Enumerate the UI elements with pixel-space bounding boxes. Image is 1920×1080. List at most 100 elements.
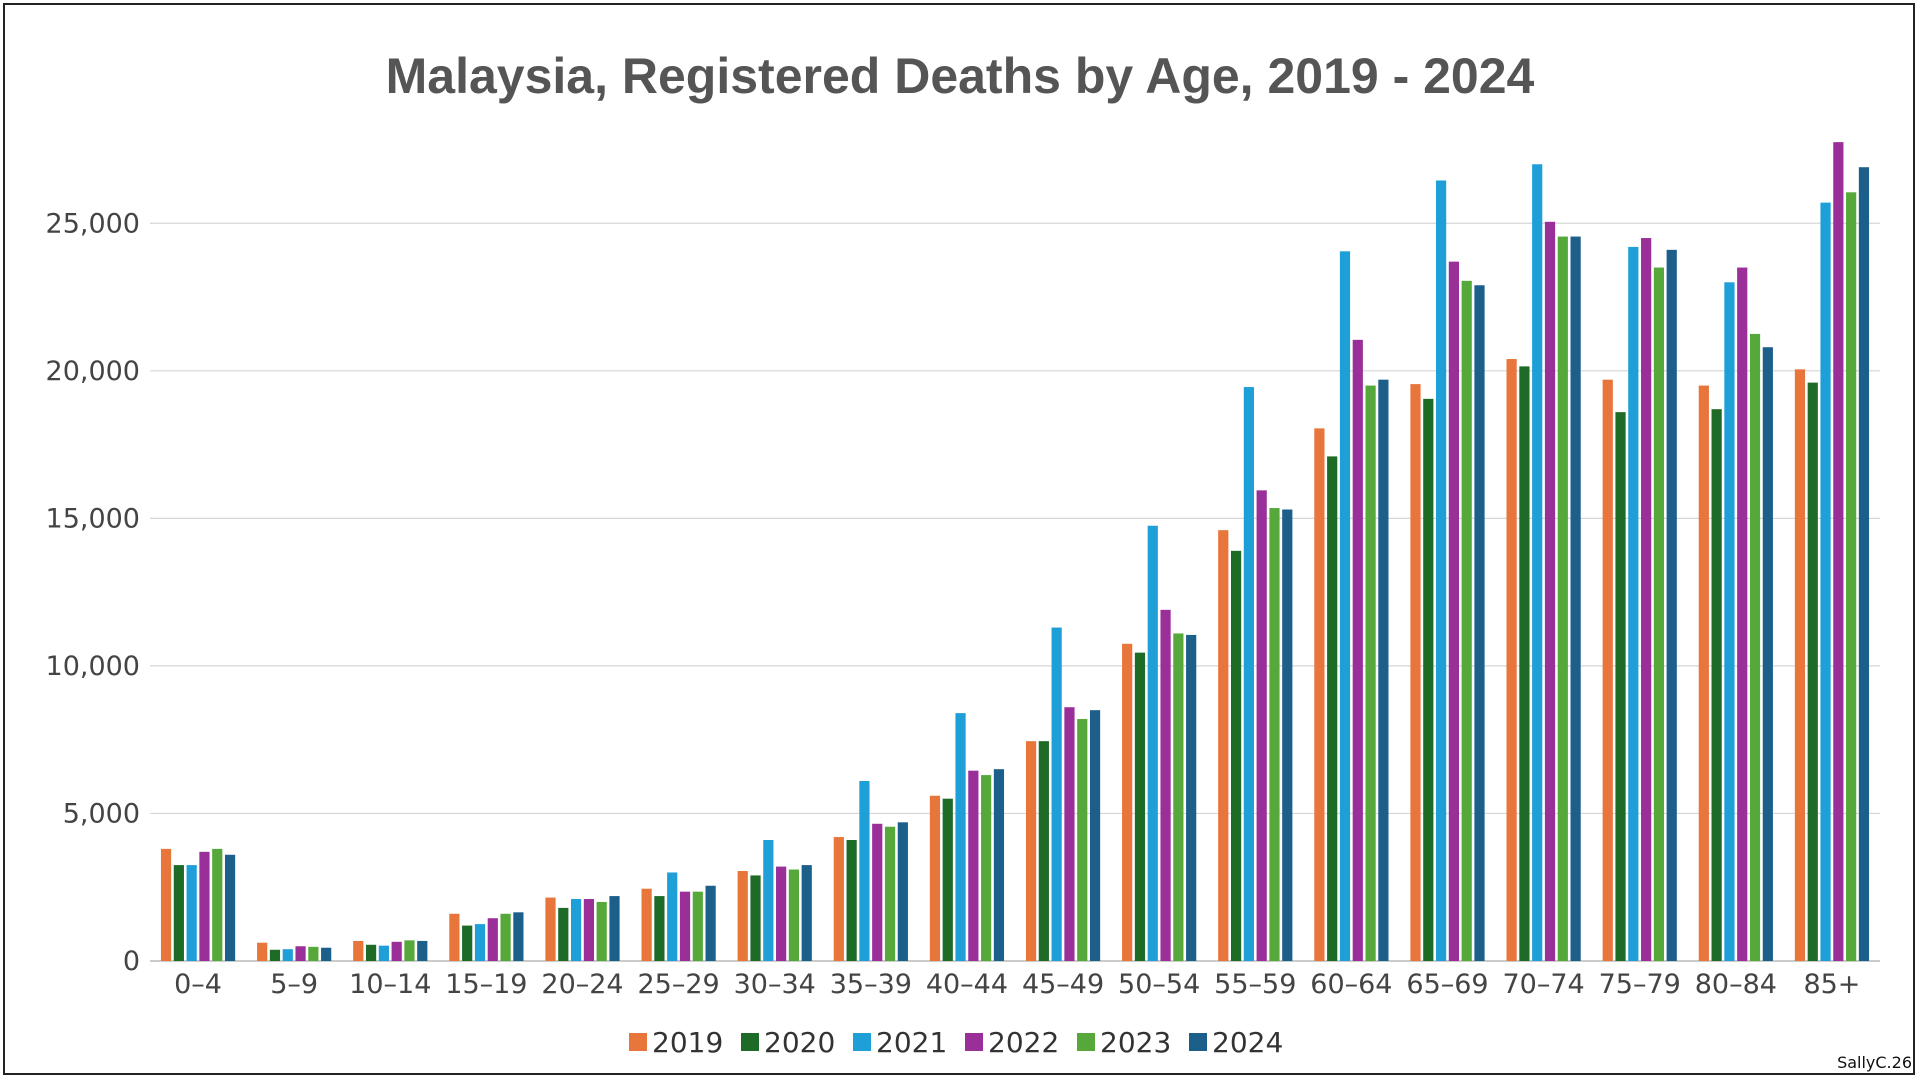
bar-2024-1: [321, 947, 332, 961]
bar-2022-6: [776, 866, 787, 961]
bar-2020-15: [1615, 412, 1626, 961]
x-tick-label: 45–49: [1022, 969, 1104, 1000]
bar-2019-3: [449, 913, 460, 961]
chart-title: Malaysia, Registered Deaths by Age, 2019…: [386, 48, 1535, 104]
bar-2023-8: [981, 775, 992, 961]
bar-2022-13: [1448, 261, 1459, 962]
bar-2020-5: [654, 896, 665, 961]
bar-2020-14: [1519, 366, 1530, 961]
bar-2019-9: [1025, 741, 1037, 961]
bar-2019-0: [160, 848, 172, 961]
x-tick-label: 60–64: [1310, 969, 1392, 1000]
bar-2021-2: [378, 945, 389, 961]
bar-2024-11: [1282, 509, 1293, 961]
bar-2024-9: [1089, 710, 1101, 961]
bar-2021-14: [1532, 164, 1543, 961]
bar-2022-14: [1544, 221, 1556, 961]
bar-2020-2: [365, 944, 377, 961]
x-tick-label: 15–19: [445, 969, 527, 1000]
x-tick-label: 10–14: [349, 969, 431, 1000]
bar-2020-9: [1038, 741, 1049, 961]
bar-2021-1: [282, 949, 293, 961]
bar-2023-2: [404, 940, 415, 961]
bar-2019-11: [1218, 530, 1229, 961]
bar-2020-13: [1423, 398, 1434, 961]
bar-2022-15: [1641, 238, 1652, 961]
legend-label-2023: 2023: [1100, 1026, 1171, 1059]
bar-2021-11: [1243, 387, 1254, 961]
x-tick-label: 40–44: [926, 969, 1008, 1000]
legend-swatch-2024: [1189, 1033, 1207, 1051]
credit-label: SallyC.26: [1837, 1053, 1912, 1072]
bar-2022-4: [583, 899, 594, 961]
bar-2021-10: [1147, 525, 1158, 961]
y-tick-label: 0: [123, 946, 140, 977]
bar-2021-0: [186, 865, 197, 961]
bar-2022-5: [679, 891, 691, 961]
x-tick-label: 65–69: [1406, 969, 1488, 1000]
bar-2019-10: [1122, 643, 1133, 961]
bar-2021-5: [667, 872, 678, 961]
bar-2023-7: [884, 826, 896, 961]
bar-2019-16: [1698, 385, 1709, 961]
bar-2024-6: [801, 865, 812, 961]
bar-2023-14: [1557, 236, 1568, 962]
x-tick-label: 70–74: [1503, 969, 1585, 1000]
bar-2020-3: [462, 925, 473, 961]
bar-2022-0: [199, 851, 210, 961]
bar-2023-0: [212, 848, 223, 961]
bar-2021-4: [571, 899, 582, 961]
bar-2022-11: [1256, 490, 1267, 961]
bar-2022-10: [1160, 609, 1171, 961]
bar-2023-10: [1173, 633, 1184, 961]
bar-2024-0: [224, 854, 236, 961]
bar-2022-9: [1064, 707, 1075, 961]
bar-2020-16: [1711, 409, 1722, 961]
bar-2020-0: [173, 865, 184, 961]
bar-2022-2: [391, 941, 402, 961]
bar-2022-8: [968, 770, 979, 961]
bar-2023-11: [1269, 508, 1280, 961]
x-tick-label: 0–4: [174, 969, 222, 1000]
x-tick-label: 55–59: [1214, 969, 1296, 1000]
x-axis-ticks: 0–4 5–9 10–14 15–19 20–24 25–29 30–34 35–39 40–4…: [174, 969, 1860, 1000]
x-tick-label: 35–39: [830, 969, 912, 1000]
bar-2022-1: [295, 946, 306, 961]
bar-2024-10: [1186, 634, 1197, 961]
bar-2022-12: [1352, 339, 1363, 962]
x-tick-label: 85+: [1803, 969, 1860, 1000]
bar-2021-12: [1339, 251, 1351, 962]
bar-2022-16: [1737, 267, 1748, 962]
y-tick-label: 10,000: [46, 651, 140, 682]
y-tick-label: 15,000: [46, 503, 140, 534]
bar-2021-9: [1051, 627, 1062, 961]
legend: 2019 2020 2021 2022 2023 2024: [629, 1026, 1283, 1059]
bar-2021-6: [763, 840, 774, 961]
bar-2024-12: [1378, 379, 1389, 961]
legend-label-2019: 2019: [652, 1026, 723, 1059]
bar-2023-4: [596, 901, 607, 961]
bar-2020-4: [558, 907, 569, 961]
bar-2019-7: [833, 837, 844, 961]
legend-label-2024: 2024: [1212, 1026, 1283, 1059]
bar-2019-8: [929, 795, 941, 961]
bar-2024-7: [897, 822, 908, 961]
x-tick-label: 75–79: [1599, 969, 1681, 1000]
x-tick-label: 50–54: [1118, 969, 1200, 1000]
legend-swatch-2020: [741, 1033, 759, 1051]
x-tick-label: 5–9: [270, 969, 318, 1000]
bar-2020-7: [846, 840, 857, 961]
x-tick-label: 20–24: [541, 969, 623, 1000]
y-tick-label: 20,000: [46, 356, 140, 387]
bar-2024-3: [513, 912, 524, 961]
bar-2023-6: [788, 869, 800, 961]
bar-2024-13: [1474, 285, 1485, 961]
bar-2020-10: [1134, 652, 1146, 961]
bar-2024-15: [1666, 249, 1677, 961]
bar-2019-5: [641, 888, 652, 961]
y-tick-label: 5,000: [63, 798, 140, 829]
bar-2021-16: [1724, 282, 1735, 962]
bar-2021-7: [859, 780, 870, 961]
bar-2023-3: [500, 913, 511, 961]
bar-2021-8: [955, 713, 966, 961]
